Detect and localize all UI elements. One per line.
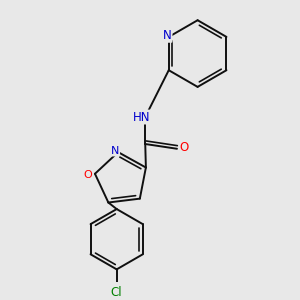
Text: N: N xyxy=(163,29,172,42)
Text: O: O xyxy=(179,141,189,154)
Text: Cl: Cl xyxy=(111,286,122,299)
Text: N: N xyxy=(111,146,119,156)
Text: O: O xyxy=(84,170,92,180)
Text: HN: HN xyxy=(133,110,151,124)
